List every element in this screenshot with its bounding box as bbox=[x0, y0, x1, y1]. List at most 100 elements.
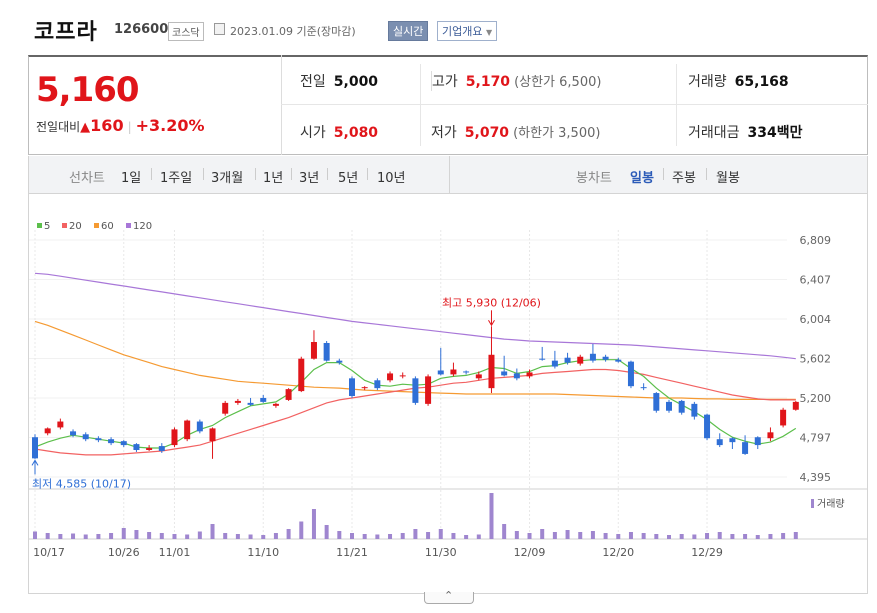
volume-bar bbox=[413, 529, 418, 539]
volume-bar bbox=[248, 534, 253, 539]
candle-body bbox=[742, 442, 749, 454]
volume-bar bbox=[223, 533, 228, 539]
divider bbox=[676, 64, 677, 146]
candle-body bbox=[488, 354, 495, 389]
y-tick-label: 6,809 bbox=[800, 234, 832, 247]
candle-body bbox=[399, 375, 406, 377]
volume-bar bbox=[679, 534, 684, 539]
candle-body bbox=[44, 428, 51, 434]
high-annotation: 최고 5,930 (12/06) bbox=[442, 296, 541, 309]
candle-body bbox=[32, 437, 38, 459]
candle-body bbox=[792, 401, 799, 410]
candle-body bbox=[691, 403, 698, 417]
tab-3y[interactable]: 3년 bbox=[299, 171, 320, 186]
tab-1d[interactable]: 1일 bbox=[121, 171, 142, 186]
header: 코프라 126600 코스닥 2023.01.09 기준(장마감) 실시간 기업… bbox=[0, 0, 877, 56]
amount-value: 334백만 bbox=[747, 125, 803, 141]
candle-body bbox=[564, 357, 571, 363]
y-tick-label: 6,004 bbox=[800, 313, 832, 326]
volume-bar bbox=[565, 530, 570, 539]
prev-close-label: 전일 bbox=[300, 74, 326, 90]
high-value: 5,170 bbox=[465, 74, 511, 90]
volume-bar bbox=[109, 533, 114, 539]
tab-10y[interactable]: 10년 bbox=[377, 171, 406, 186]
candle-chart-label: 봉차트 bbox=[576, 171, 612, 186]
price-change: 전일대비▲160 | +3.20% bbox=[36, 116, 205, 135]
base-date: 2023.01.09 기준(장마감) bbox=[230, 25, 356, 38]
candle-body bbox=[412, 378, 419, 403]
candle-body bbox=[615, 359, 622, 362]
y-tick-label: 4,797 bbox=[800, 432, 832, 445]
volume-bar bbox=[552, 532, 557, 539]
volume-bar bbox=[147, 532, 152, 539]
realtime-button[interactable]: 실시간 bbox=[388, 21, 429, 41]
volume-bar bbox=[261, 535, 266, 539]
candle-body bbox=[260, 397, 267, 402]
volume-bar bbox=[324, 525, 329, 539]
divider bbox=[281, 55, 282, 155]
open-value: 5,080 bbox=[333, 125, 379, 141]
company-overview-dropdown[interactable]: 기업개요 ▼ bbox=[437, 21, 498, 41]
candle-body bbox=[767, 432, 774, 439]
low-value: 5,070 bbox=[464, 125, 510, 141]
volume-bar bbox=[159, 533, 164, 539]
candle-body bbox=[285, 389, 292, 400]
volume-bar bbox=[210, 524, 215, 539]
lower-limit: (하한가 3,500) bbox=[513, 126, 601, 141]
candle-body bbox=[627, 361, 634, 387]
candle-body bbox=[463, 371, 470, 373]
candle-body bbox=[526, 372, 533, 377]
high-label: 고가 bbox=[432, 74, 458, 90]
candle-body bbox=[387, 373, 394, 381]
candle-body bbox=[336, 360, 343, 363]
tab-monthly[interactable]: 월봉 bbox=[716, 171, 740, 186]
candle-body bbox=[272, 403, 279, 406]
candle-body bbox=[780, 409, 787, 426]
prev-close: 전일 5,000 bbox=[300, 71, 378, 91]
upper-limit: (상한가 6,500) bbox=[514, 75, 602, 90]
volume-bar bbox=[33, 531, 37, 539]
tab-weekly[interactable]: 주봉 bbox=[672, 171, 696, 186]
candle-body bbox=[475, 374, 482, 379]
y-tick-label: 6,407 bbox=[800, 273, 832, 286]
tab-3m[interactable]: 3개월 bbox=[211, 171, 244, 186]
volume-bar bbox=[578, 532, 583, 539]
tab-1y[interactable]: 1년 bbox=[263, 171, 284, 186]
divider bbox=[367, 168, 368, 180]
high-arrow-head bbox=[488, 320, 495, 327]
volume-bar bbox=[426, 532, 431, 539]
chevron-up-icon: ⌃ bbox=[444, 589, 454, 602]
candle-body bbox=[120, 441, 127, 446]
legend-swatch bbox=[37, 223, 42, 228]
candle-body bbox=[222, 402, 229, 414]
change-amount: 160 bbox=[90, 116, 124, 135]
chart-tabs: 선차트 1일 1주일 3개월 1년 3년 5년 10년 봉차트 일봉 주봉 월봉 bbox=[28, 156, 868, 194]
volume-bar bbox=[464, 535, 469, 539]
x-tick-label: 11/21 bbox=[336, 546, 368, 559]
change-percent: +3.20% bbox=[135, 116, 205, 135]
volume-bar bbox=[692, 534, 697, 539]
volume-bar bbox=[388, 534, 393, 539]
candle-body bbox=[209, 428, 216, 442]
collapse-handle[interactable]: ⌃ bbox=[424, 589, 474, 604]
volume-bar bbox=[83, 534, 88, 539]
volume-bar bbox=[58, 534, 63, 539]
tab-daily[interactable]: 일봉 bbox=[630, 171, 654, 186]
candle-body bbox=[310, 342, 317, 359]
candle-body bbox=[551, 360, 558, 367]
legend-swatch bbox=[62, 223, 67, 228]
divider bbox=[203, 168, 204, 180]
volume-bar bbox=[172, 534, 177, 539]
trade-amount: 거래대금 334백만 bbox=[688, 122, 803, 142]
tab-1w[interactable]: 1주일 bbox=[160, 171, 193, 186]
open-price: 시가 5,080 bbox=[300, 122, 378, 142]
tab-5y[interactable]: 5년 bbox=[338, 171, 359, 186]
volume-bar bbox=[768, 534, 773, 539]
volume-bar bbox=[502, 524, 507, 539]
volume-bar bbox=[71, 533, 76, 539]
volume-bar bbox=[121, 528, 126, 539]
volume-bar bbox=[527, 533, 532, 539]
company-overview-label: 기업개요 bbox=[442, 25, 483, 38]
volume-bar bbox=[235, 534, 240, 539]
divider: | bbox=[127, 120, 132, 134]
